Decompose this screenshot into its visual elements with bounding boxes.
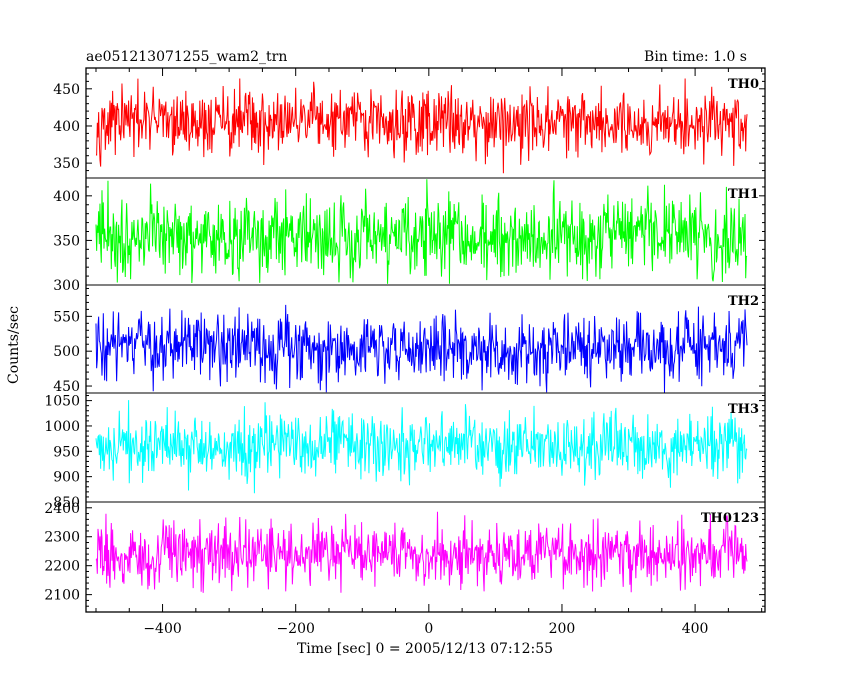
panel-th3: 850 900 950 1000 1050 TH3 — [44, 394, 765, 511]
panel-th1: 300 350 400 TH1 — [53, 177, 765, 294]
y-tick-label: 850 — [53, 495, 80, 511]
panels: 350 400 450 TH0 300 350 400 TH1 450 500 550 TH2 850 9… — [44, 73, 765, 613]
y-tick-label: 2300 — [44, 530, 80, 546]
y-tick-label: 550 — [53, 309, 80, 325]
y-tick-label: 450 — [53, 82, 80, 98]
y-tick-label: 1050 — [44, 394, 80, 410]
y-tick-label: 300 — [53, 278, 80, 294]
y-tick-label: 900 — [53, 470, 80, 486]
y-tick-label: 2100 — [44, 588, 80, 604]
y-tick-label: 400 — [53, 189, 80, 205]
panel-th0: 350 400 450 TH0 — [53, 73, 765, 179]
y-tick-label: 350 — [53, 156, 80, 172]
panel-label: TH3 — [728, 402, 759, 417]
y-axis-title: Counts/sec — [6, 306, 22, 384]
y-tick-label: 2200 — [44, 559, 80, 575]
bin-time-label: Bin time: 1.0 s — [644, 49, 747, 65]
series-th2 — [95, 304, 748, 393]
panel-label: TH0123 — [701, 511, 759, 526]
panel-label: TH0 — [728, 77, 759, 92]
panel-label: TH2 — [728, 294, 759, 309]
chart-title: ae051213071255_wam2_trn — [86, 49, 287, 65]
series-th1 — [95, 179, 748, 284]
x-tick-label: 0 — [424, 621, 433, 637]
x-tick-label: 200 — [549, 621, 576, 637]
x-tick-label: −400 — [143, 621, 181, 637]
x-axis: −400 −200 0 200 400 — [85, 67, 766, 637]
panel-label: TH1 — [728, 187, 759, 202]
panel-th2: 450 500 550 TH2 — [53, 287, 765, 395]
y-tick-label: 950 — [53, 444, 80, 460]
x-tick-label: −200 — [276, 621, 314, 637]
plot-frame — [85, 67, 766, 613]
x-tick-label: 400 — [682, 621, 709, 637]
y-tick-label: 400 — [53, 119, 80, 135]
series-th0 — [95, 78, 748, 174]
y-tick-label: 450 — [53, 379, 80, 395]
y-tick-label: 500 — [53, 344, 80, 360]
x-axis-title: Time [sec] 0 = 2005/12/13 07:12:55 — [297, 641, 553, 657]
series-th0123 — [95, 511, 748, 593]
y-tick-label: 350 — [53, 233, 80, 249]
series-th3 — [95, 400, 748, 494]
panel-th0123: 2100 2200 2300 2400 TH0123 — [44, 501, 765, 613]
y-tick-label: 1000 — [44, 419, 80, 435]
y-tick-label: 2400 — [44, 501, 80, 517]
